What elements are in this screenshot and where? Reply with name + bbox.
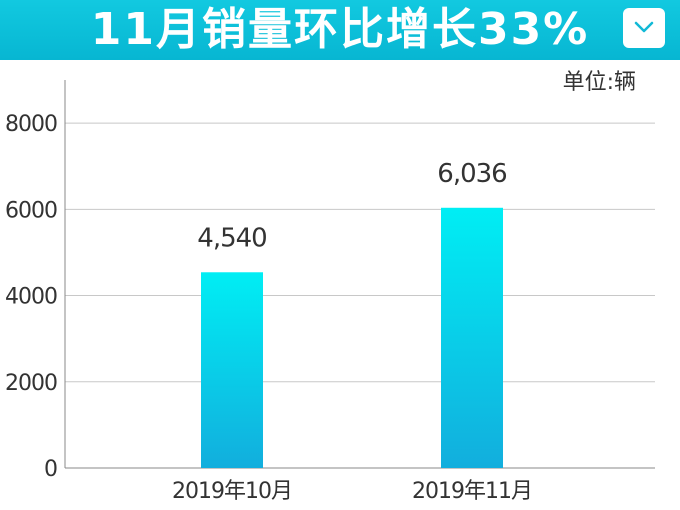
dropdown-button[interactable] (623, 8, 665, 48)
x-tick-label: 2019年10月 (172, 479, 292, 504)
y-tick-label: 8000 (5, 112, 57, 137)
y-tick-labels: 0 2000 4000 6000 8000 (5, 112, 58, 482)
x-tick-label: 2019年11月 (412, 479, 532, 504)
y-tick-label: 0 (44, 457, 57, 482)
data-labels: 4,540 6,036 (197, 159, 507, 253)
bar-2 (441, 207, 503, 469)
title-banner: 11月销量环比增长33% (0, 0, 680, 60)
page-title: 11月销量环比增长33% (90, 4, 590, 55)
chevron-down-icon (634, 21, 654, 33)
y-tick-label: 6000 (5, 198, 57, 223)
y-tick-label: 2000 (5, 371, 57, 396)
bar-value-label: 6,036 (437, 159, 506, 189)
bars (201, 207, 503, 469)
axes (64, 80, 655, 469)
x-tick-labels: 2019年10月 2019年11月 (172, 479, 533, 504)
bar-1 (201, 272, 263, 468)
bar-value-label: 4,540 (197, 223, 266, 253)
grid-lines (65, 122, 655, 383)
y-tick-label: 4000 (5, 285, 57, 310)
unit-label: 单位:辆 (562, 70, 636, 95)
